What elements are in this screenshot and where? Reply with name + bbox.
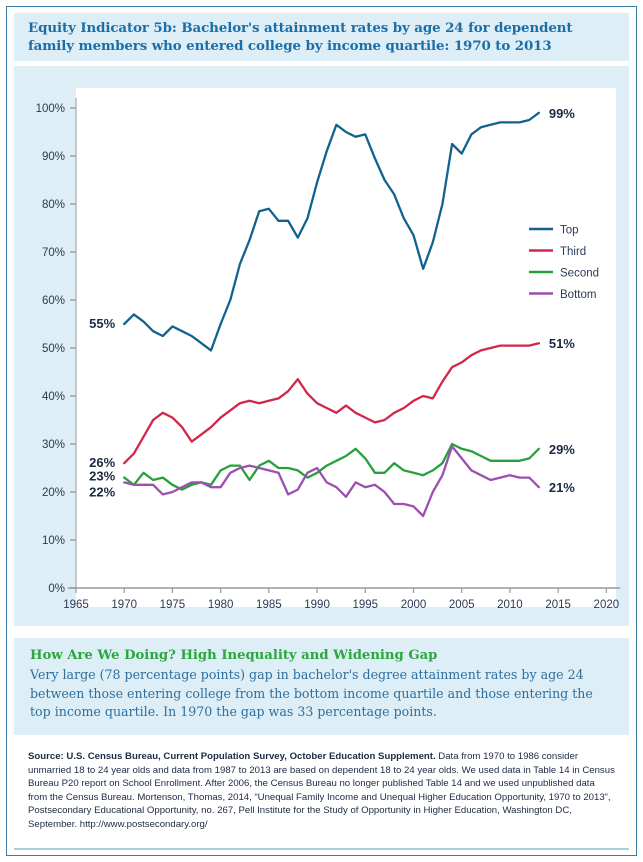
series-group [123,111,541,518]
end-label-bottom: 21% [549,480,575,495]
page-title: Equity Indicator 5b: Bachelor's attainme… [28,20,573,54]
plot-background [76,88,616,607]
x-tick-label: 1990 [304,599,330,611]
x-axis-ticks: 1965 1970 1975 1980 1985 1990 1995 2000 2005 2010… [63,588,619,611]
x-tick-label: 2010 [497,599,523,611]
end-label-top: 99% [549,106,575,121]
source-body: Data from 1970 to 1986 consider unmarrie… [28,751,615,830]
legend: Top Third Second Bottom [529,225,599,301]
start-label-third: 26% [89,455,115,470]
x-tick-label: 1995 [352,599,378,611]
axes [68,98,620,589]
y-axis-ticks: 0% 10% 20% 30% 40% 50% 60% 70% 80% 90% 100% [36,103,76,595]
x-tick-label: 1980 [208,599,234,611]
source-panel: Source: U.S. Census Bureau, Current Popu… [14,744,629,844]
start-labels: 55% 26%23%22% [89,316,115,499]
end-label-second: 29% [549,442,575,457]
y-tick-label: 90% [42,151,65,163]
line-chart: 0% 10% 20% 30% 40% 50% 60% 70% 80% 90% 100% 1965 197… [36,98,620,611]
y-tick-label: 80% [42,199,65,211]
legend-label-top: Top [560,225,579,237]
series-line-top [123,111,541,352]
how-are-we-doing-body: Very large (78 percentage points) gap in… [30,667,593,719]
legend-label-second: Second [560,268,599,280]
series-line-bottom [123,445,541,518]
footer-divider [14,848,629,850]
end-labels: 99% 51% 29% 21% [549,106,575,495]
series-line-third [123,342,541,465]
y-tick-label: 0% [48,583,65,595]
x-tick-label: 2015 [545,599,571,611]
x-tick-label: 1965 [63,599,89,611]
y-tick-label: 50% [42,343,65,355]
y-tick-label: 20% [42,487,65,499]
x-tick-label: 1975 [160,599,186,611]
start-label-top: 55% [89,316,115,331]
legend-label-third: Third [560,246,586,258]
y-tick-label: 100% [36,103,65,115]
chart-panel: 0% 10% 20% 30% 40% 50% 60% 70% 80% 90% 100% 1965 197… [14,66,629,626]
y-tick-label: 60% [42,295,65,307]
source-note: Source: U.S. Census Bureau, Current Popu… [28,750,615,832]
x-tick-label: 2005 [449,599,475,611]
x-tick-label: 1970 [111,599,137,611]
how-are-we-doing-heading: How Are We Doing? High Inequality and Wi… [30,648,438,663]
y-tick-label: 10% [42,535,65,547]
how-are-we-doing-panel: How Are We Doing? High Inequality and Wi… [14,638,629,735]
y-tick-label: 70% [42,247,65,259]
x-tick-label: 2000 [401,599,427,611]
end-label-third: 51% [549,336,575,351]
start-label-second: 23% [89,469,115,484]
y-tick-label: 30% [42,439,65,451]
series-line-second [123,442,541,491]
source-label: Source: U.S. Census Bureau, Current Popu… [28,751,436,762]
y-tick-label: 40% [42,391,65,403]
chart-title-panel: Equity Indicator 5b: Bachelor's attainme… [14,13,629,61]
x-tick-label: 2020 [594,599,620,611]
start-label-bottom: 22% [89,484,115,499]
x-tick-label: 1985 [256,599,282,611]
legend-label-bottom: Bottom [560,289,596,301]
